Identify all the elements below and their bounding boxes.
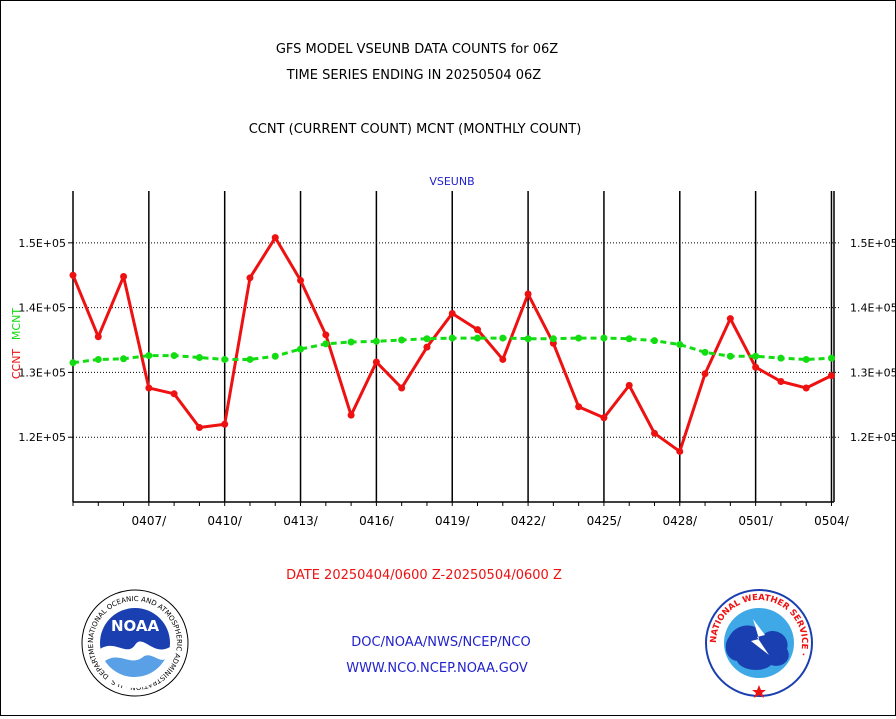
series-point-ccnt: [398, 384, 406, 392]
series-point-mcnt: [777, 354, 785, 362]
y-tick-label-left: 1.3E+05: [18, 366, 66, 379]
y-tick-label-left: 1.5E+05: [18, 237, 66, 250]
series-point-mcnt: [701, 348, 709, 356]
footer-org: DOC/NOAA/NWS/NCEP/NCO: [351, 635, 530, 650]
series-point-ccnt: [145, 384, 153, 392]
series-point-mcnt: [549, 335, 557, 343]
series-point-mcnt: [802, 355, 810, 363]
x-tick-label: 0416/: [359, 514, 395, 528]
series-point-ccnt: [271, 234, 279, 242]
series-point-ccnt: [120, 273, 128, 281]
x-tick-label: 0501/: [738, 514, 774, 528]
series-point-mcnt: [170, 352, 178, 360]
y-axis-labels: CCNT MCNT: [10, 308, 23, 379]
series-point-ccnt: [347, 411, 355, 419]
series-point-mcnt: [271, 352, 279, 360]
series-point-mcnt: [625, 335, 633, 343]
series-point-ccnt: [701, 370, 709, 378]
series-point-mcnt: [524, 335, 532, 343]
series-point-ccnt: [372, 358, 380, 366]
series-point-ccnt: [777, 377, 785, 385]
chart-header-line2: TIME SERIES ENDING IN 20250504 06Z: [286, 68, 542, 83]
series-point-ccnt: [322, 331, 330, 339]
series-point-mcnt: [474, 334, 482, 342]
series-point-mcnt: [145, 352, 153, 360]
chart-header-line1: GFS MODEL VSEUNB DATA COUNTS for 06Z: [276, 42, 558, 57]
y-tick-label-right: 1.2E+05: [850, 431, 895, 444]
plot-area: 1.5E+05 1.4E+05 1.3E+05 1.2E+05 1.5E+05 1.4E+…: [18, 191, 896, 528]
nws-logo: NATIONAL WEATHER SERVICE ·: [705, 589, 813, 698]
series-point-ccnt: [170, 390, 178, 398]
series-point-ccnt: [297, 276, 305, 284]
series-point-ccnt: [827, 372, 835, 380]
x-tick-label: 0407/: [132, 514, 168, 528]
series-point-mcnt: [322, 340, 330, 348]
series-point-mcnt: [726, 352, 734, 360]
x-tick-label: 0425/: [587, 514, 623, 528]
series-point-ccnt: [676, 447, 684, 455]
series-point-mcnt: [600, 334, 608, 342]
y-tick-label-right: 1.4E+05: [850, 302, 895, 315]
series-point-ccnt: [448, 309, 456, 317]
series-point-ccnt: [246, 274, 254, 282]
series-point-ccnt: [524, 290, 532, 298]
series-point-ccnt: [221, 420, 229, 428]
series-point-mcnt: [575, 334, 583, 342]
series-point-mcnt: [676, 341, 684, 349]
chart-header-line3: CCNT (CURRENT COUNT) MCNT (MONTHLY COUNT…: [249, 122, 582, 137]
noaa-logo: NATIONAL OCEANIC AND ATMOSPHERIC ADMINIS…: [81, 589, 189, 697]
series-point-mcnt: [650, 337, 658, 345]
series-point-mcnt: [398, 336, 406, 344]
series-point-ccnt: [625, 381, 633, 389]
series-point-ccnt: [600, 414, 608, 422]
series-point-mcnt: [195, 354, 203, 362]
x-tick-label: 0419/: [435, 514, 471, 528]
series-point-ccnt: [499, 355, 507, 363]
series-point-mcnt: [246, 355, 254, 363]
series-point-ccnt: [726, 315, 734, 323]
series-point-ccnt: [752, 363, 760, 371]
series-point-mcnt: [120, 355, 128, 363]
footer-url: WWW.NCO.NCEP.NOAA.GOV: [346, 661, 528, 676]
series-point-mcnt: [221, 355, 229, 363]
y-tick-label-right: 1.3E+05: [850, 366, 895, 379]
series-point-mcnt: [69, 359, 77, 367]
footer-date-range: DATE 20250404/0600 Z-20250504/0600 Z: [286, 568, 562, 583]
series-point-mcnt: [448, 334, 456, 342]
series-point-ccnt: [575, 403, 583, 411]
series-point-ccnt: [195, 423, 203, 431]
series-point-mcnt: [499, 334, 507, 342]
noaa-logo-label: NOAA: [111, 617, 160, 635]
series-point-ccnt: [94, 333, 102, 341]
x-tick-label: 0428/: [662, 514, 698, 528]
x-tick-label: 0504/: [814, 514, 850, 528]
x-tick-label: 0422/: [511, 514, 547, 528]
x-tick-label: 0410/: [207, 514, 243, 528]
y-tick-label-left: 1.4E+05: [18, 302, 66, 315]
y-tick-label-right: 1.5E+05: [850, 237, 895, 250]
y-axis-label-mcnt: MCNT: [10, 308, 23, 340]
series-point-mcnt: [347, 338, 355, 346]
series-point-mcnt: [423, 335, 431, 343]
series-point-mcnt: [752, 352, 760, 360]
series-point-mcnt: [94, 355, 102, 363]
series-point-mcnt: [297, 345, 305, 353]
series-point-ccnt: [802, 384, 810, 392]
series-point-mcnt: [372, 337, 380, 345]
series-point-mcnt: [827, 354, 835, 362]
series-point-ccnt: [474, 326, 482, 334]
y-tick-label-left: 1.2E+05: [18, 431, 66, 444]
x-tick-label: 0413/: [283, 514, 319, 528]
series-point-ccnt: [69, 271, 77, 279]
plot-title: VSEUNB: [429, 175, 474, 188]
series-point-ccnt: [423, 343, 431, 351]
series-point-ccnt: [650, 429, 658, 437]
y-axis-label-ccnt: CCNT: [10, 349, 23, 380]
